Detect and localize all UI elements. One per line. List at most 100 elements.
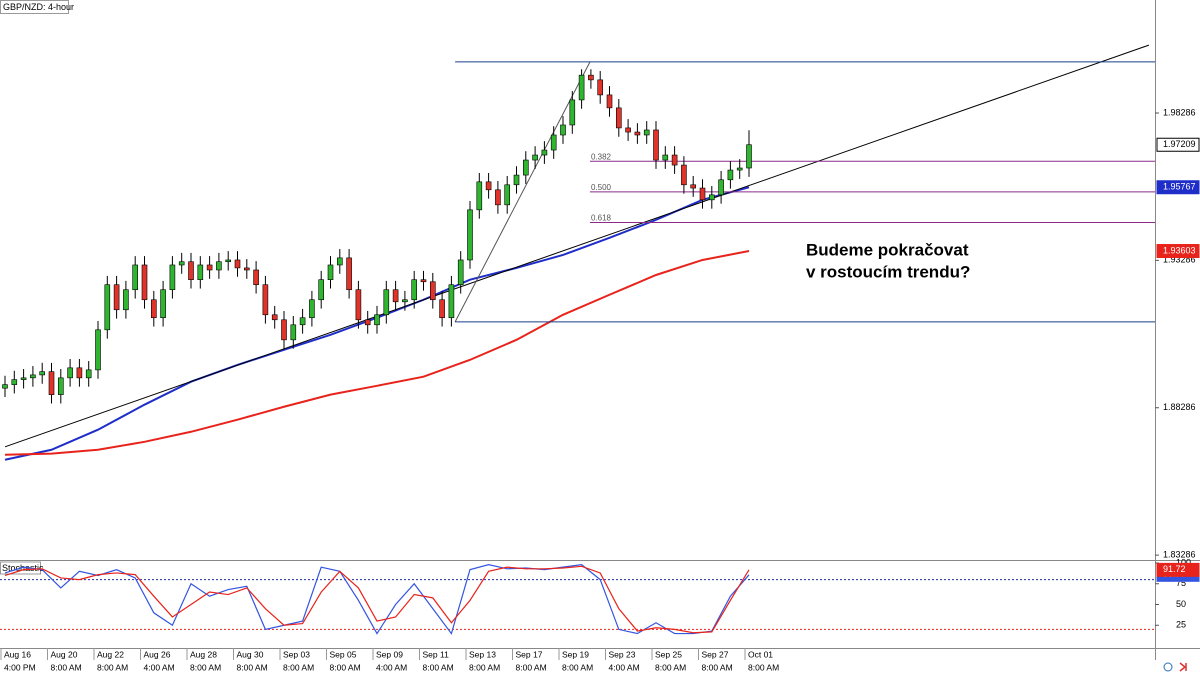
- candle-body: [634, 131, 641, 136]
- price-tag-label: 1.97209: [1163, 139, 1196, 149]
- candle-body: [522, 159, 529, 176]
- candle-body: [346, 257, 352, 291]
- candle-body: [11, 379, 18, 385]
- candle-body: [699, 187, 706, 201]
- candle-body: [206, 264, 213, 271]
- candle-body: [39, 371, 46, 376]
- stochastic-line: [4, 565, 750, 634]
- candle-body: [76, 367, 83, 379]
- price-tag-label: 1.93603: [1163, 245, 1196, 255]
- candle-body: [374, 314, 380, 326]
- price-tag: [1156, 244, 1200, 259]
- candle-body: [281, 319, 287, 341]
- candle-body: [234, 259, 241, 269]
- x-tick-label: Aug 30: [237, 649, 264, 659]
- x-tick-label: Aug 26: [144, 649, 171, 659]
- toolbar-icons[interactable]: [1163, 662, 1187, 672]
- x-tick-label: 8:00 AM: [702, 662, 733, 672]
- x-tick-label: 8:00 AM: [283, 662, 314, 672]
- candle-body: [67, 367, 73, 379]
- x-tick-label: Oct 01: [748, 649, 773, 659]
- x-tick-label: 4:00 AM: [144, 662, 175, 672]
- candle-body: [560, 124, 566, 136]
- y-tick-label: 1.88286: [1163, 402, 1196, 412]
- candle-body: [643, 129, 650, 136]
- candle-body: [48, 371, 55, 395]
- candle-body: [318, 279, 325, 301]
- candle-body: [690, 184, 697, 189]
- candle-body: [708, 194, 715, 201]
- price-tag-label: 91.72: [1163, 564, 1186, 574]
- x-tick-label: Sep 03: [283, 649, 310, 659]
- candle-body: [309, 299, 315, 319]
- x-tick-label: Sep 13: [469, 649, 496, 659]
- candle-body: [95, 329, 101, 371]
- candle-body: [476, 181, 483, 211]
- fib-label: 0.382: [591, 152, 612, 161]
- candle-body: [253, 269, 259, 286]
- candle-body: [429, 281, 436, 301]
- price-tag-label: 1.95767: [1163, 182, 1196, 192]
- x-tick-label: Sep 27: [702, 649, 729, 659]
- candle-body: [467, 209, 473, 261]
- candle-body: [448, 284, 455, 319]
- candle-body: [104, 284, 111, 331]
- candle-body: [151, 299, 157, 319]
- candle-body: [290, 324, 297, 341]
- candle-body: [532, 154, 538, 161]
- candle-body: [197, 264, 204, 281]
- y-tick-label: 75: [1176, 578, 1186, 588]
- candle-body: [578, 74, 585, 101]
- candle-body: [457, 259, 464, 286]
- candle-body: [20, 377, 27, 380]
- x-tick-label: Aug 16: [4, 649, 31, 659]
- candle-body: [411, 279, 418, 301]
- candle-body: [550, 134, 557, 151]
- y-tick-label: 1.98286: [1163, 107, 1196, 117]
- fib-label: 0.500: [591, 183, 612, 192]
- price-tag: [1156, 562, 1200, 577]
- candle-body: [597, 79, 604, 96]
- candle-body: [504, 184, 511, 206]
- x-tick-label: 8:00 AM: [190, 662, 221, 672]
- x-tick-label: 8:00 AM: [516, 662, 547, 672]
- candle-body: [513, 174, 520, 186]
- sync-icon[interactable]: [1163, 662, 1173, 672]
- x-tick-label: Sep 09: [376, 649, 403, 659]
- x-tick-label: 8:00 AM: [748, 662, 779, 672]
- candle-body: [588, 74, 594, 81]
- y-tick-label: 1.83286: [1163, 549, 1196, 559]
- candle-body: [402, 299, 408, 303]
- candle-body: [383, 289, 390, 316]
- candle-body: [681, 164, 687, 186]
- swing-line: [454, 61, 591, 323]
- price-tag: [1156, 137, 1200, 152]
- x-tick-label: 8:00 AM: [655, 662, 686, 672]
- candle-body: [262, 284, 269, 316]
- candle-body: [615, 107, 622, 129]
- candle-body: [355, 289, 362, 321]
- candle-body: [244, 267, 250, 271]
- candle-body: [169, 264, 176, 291]
- candle-body: [271, 314, 278, 321]
- candle-body: [671, 154, 678, 166]
- candle-body: [113, 284, 120, 311]
- x-tick-label: Sep 11: [423, 649, 450, 659]
- x-tick-label: 8:00 AM: [97, 662, 128, 672]
- candle-body: [2, 384, 8, 389]
- x-tick-label: 8:00 AM: [469, 662, 500, 672]
- candle-body: [336, 257, 343, 266]
- candle-body: [495, 189, 501, 206]
- scroll-end-icon[interactable]: [1179, 662, 1187, 672]
- trendline: [4, 44, 1150, 448]
- x-tick-label: 4:00 PM: [4, 662, 36, 672]
- candle-body: [85, 369, 92, 379]
- x-tick-label: 8:00 AM: [51, 662, 82, 672]
- x-tick-label: Aug 20: [51, 649, 78, 659]
- y-tick-label: 100: [1176, 557, 1191, 567]
- x-tick-label: 8:00 AM: [423, 662, 454, 672]
- candle-body: [327, 264, 334, 281]
- stochastic-line: [4, 564, 750, 635]
- candle-body: [662, 154, 669, 161]
